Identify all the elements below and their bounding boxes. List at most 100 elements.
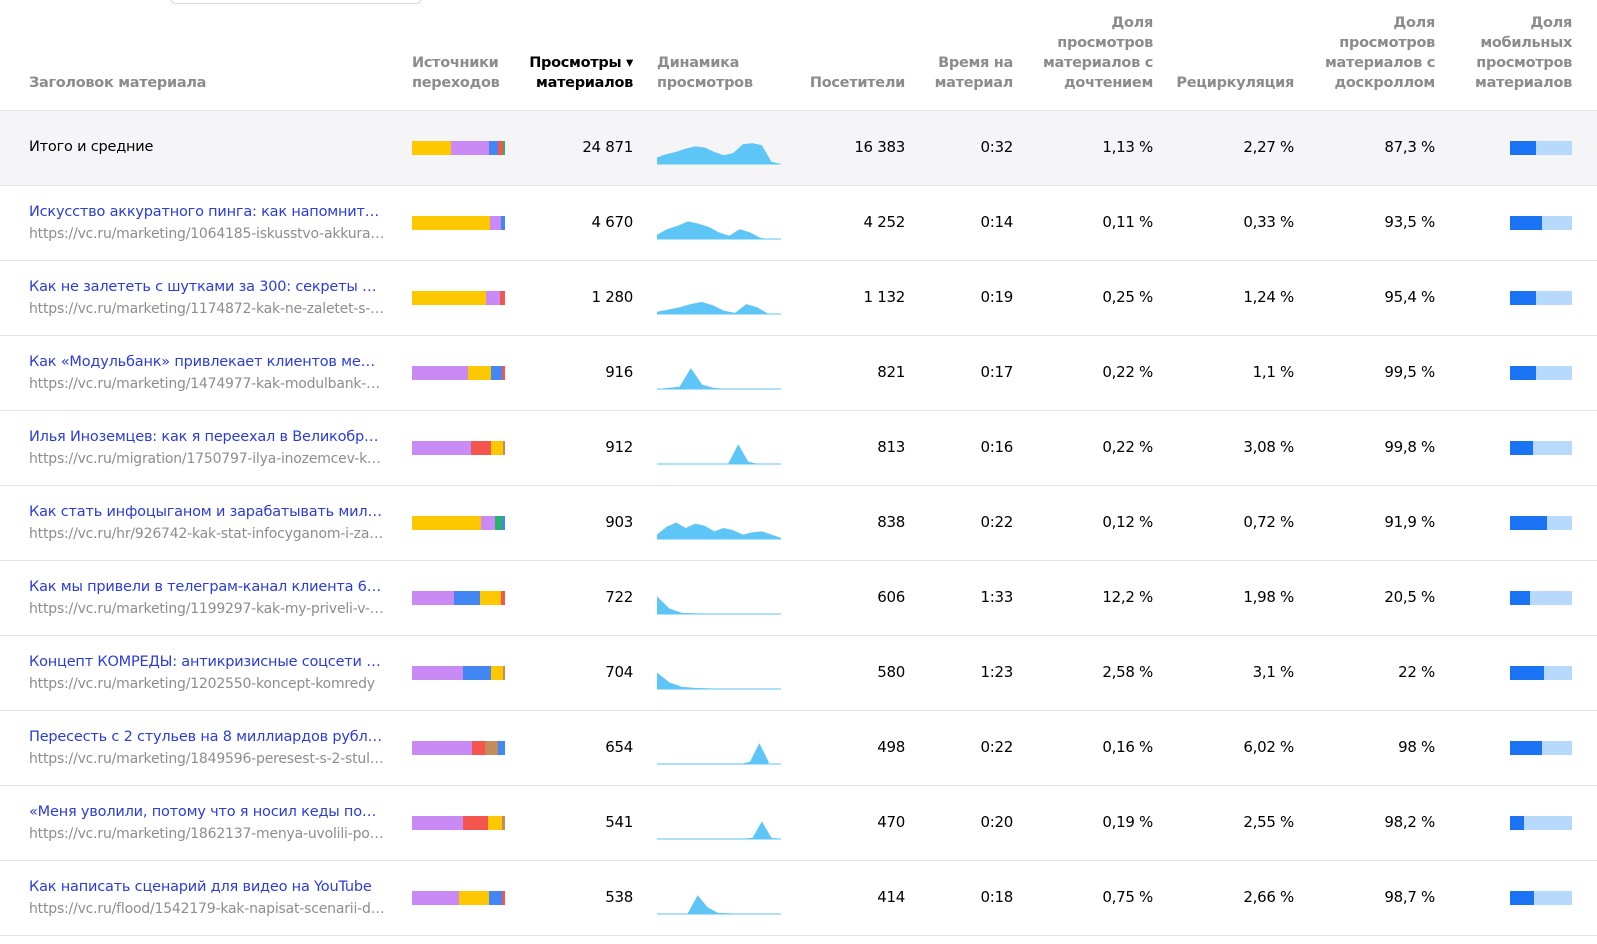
sources-segment-yellow xyxy=(458,891,490,905)
col-scroll-share[interactable]: Доля просмотров материалов с доскроллом xyxy=(1325,13,1435,93)
material-url[interactable]: https://vc.ru/marketing/1862137-menya-uv… xyxy=(29,826,385,842)
material-title-link[interactable]: Как мы привели в телеграм-канал клиента … xyxy=(29,579,385,595)
material-title-link[interactable]: Как написать сценарий для видео на YouTu… xyxy=(29,879,372,895)
sources-segment-blue xyxy=(489,891,503,905)
material-url[interactable]: https://vc.ru/hr/926742-kak-stat-infocyg… xyxy=(29,526,385,542)
col-read-share[interactable]: Доля просмотров материалов с дочтением xyxy=(1043,13,1153,93)
sparkline-area xyxy=(657,368,781,389)
material-title-link[interactable]: Илья Иноземцев: как я переехал в Великоб… xyxy=(29,429,385,445)
col-recirc[interactable]: Рециркуляция xyxy=(1176,73,1294,93)
sources-bar xyxy=(412,216,505,230)
visitors-value: 821 xyxy=(877,363,905,381)
sources-segment-purple xyxy=(412,741,473,755)
scroll-share-value: 22 % xyxy=(1398,663,1435,681)
material-title-link[interactable]: Как «Модульбанк» привлекает клиентов мем… xyxy=(29,354,385,370)
col-dynamics[interactable]: Динамика просмотров xyxy=(657,53,753,93)
views-value: 916 xyxy=(605,363,633,381)
read-share-value: 1,13 % xyxy=(1102,138,1153,156)
material-title-link[interactable]: Как стать инфоцыганом и зарабатывать мил… xyxy=(29,504,385,520)
col-scroll-share-line3: материалов с xyxy=(1325,55,1435,71)
col-title[interactable]: Заголовок материала xyxy=(29,73,206,93)
col-mobile-share-line4: материалов xyxy=(1475,75,1572,91)
visitors-value: 4 252 xyxy=(863,213,906,231)
material-url[interactable]: https://vc.ru/marketing/1199297-kak-my-p… xyxy=(29,601,385,617)
views-value: 24 871 xyxy=(582,138,633,156)
sources-bar xyxy=(412,591,505,605)
mobile-share-fill xyxy=(1510,441,1533,455)
material-title-link[interactable]: Искусство аккуратного пинга: как напомни… xyxy=(29,204,385,220)
material-url[interactable]: https://vc.ru/marketing/1474977-kak-modu… xyxy=(29,376,385,392)
table-row: Итого и средние 24 871 16 383 0:32 1,13 … xyxy=(0,111,1597,186)
sources-segment-brown xyxy=(502,816,505,830)
scroll-share-value: 87,3 % xyxy=(1384,138,1435,156)
col-scroll-share-line2: просмотров xyxy=(1339,35,1435,51)
mobile-share-bar xyxy=(1510,666,1572,680)
col-views-line2: материалов xyxy=(536,75,633,91)
material-title-link[interactable]: Концепт КОМРЕДЫ: антикризисные соцсети д… xyxy=(29,654,385,670)
sparkline-area xyxy=(657,444,769,464)
sources-segment-blue xyxy=(489,141,498,155)
material-url[interactable]: https://vc.ru/marketing/1849596-peresest… xyxy=(29,751,385,767)
views-value: 538 xyxy=(605,888,633,906)
mobile-share-bar xyxy=(1510,216,1572,230)
views-sparkline xyxy=(657,444,781,465)
col-views-line1: Просмотры ▾ xyxy=(529,55,633,71)
mobile-share-fill xyxy=(1510,741,1543,755)
col-mobile-share[interactable]: Доля мобильных просмотров материалов xyxy=(1475,13,1572,93)
col-time[interactable]: Время на материал xyxy=(935,53,1014,93)
views-sparkline xyxy=(657,895,781,915)
material-url[interactable]: https://vc.ru/marketing/1174872-kak-ne-z… xyxy=(29,301,385,317)
sources-segment-purple xyxy=(412,366,468,380)
material-title-link[interactable]: Пересесть с 2 стульев на 8 миллиардов ру… xyxy=(29,729,385,745)
col-sources-line2: переходов xyxy=(412,75,500,91)
col-scroll-share-line1: Доля xyxy=(1393,15,1435,31)
recirc-value: 2,66 % xyxy=(1243,888,1294,906)
mobile-share-bar xyxy=(1510,141,1572,155)
material-url[interactable]: https://vc.ru/marketing/1064185-iskusstv… xyxy=(29,226,385,242)
views-value: 654 xyxy=(605,738,633,756)
material-url[interactable]: https://vc.ru/migration/1750797-ilya-ino… xyxy=(29,451,385,467)
mobile-share-bar xyxy=(1510,291,1572,305)
scroll-share-value: 20,5 % xyxy=(1384,588,1435,606)
sparkline-area xyxy=(657,301,769,314)
visitors-value: 16 383 xyxy=(854,138,905,156)
views-value: 4 670 xyxy=(591,213,634,231)
sparkline-area xyxy=(657,596,769,614)
material-url[interactable]: https://vc.ru/marketing/1202550-koncept-… xyxy=(29,676,375,692)
mobile-share-bar xyxy=(1510,741,1572,755)
col-read-share-line2: просмотров xyxy=(1057,35,1153,51)
sparkline-area xyxy=(657,672,781,689)
sources-bar xyxy=(412,666,505,680)
sparkline-area xyxy=(657,821,781,839)
sources-segment-red xyxy=(472,741,485,755)
sources-segment-blue xyxy=(498,741,505,755)
sources-segment-red xyxy=(502,366,505,380)
read-share-value: 0,12 % xyxy=(1102,513,1153,531)
views-value: 704 xyxy=(605,663,633,681)
material-title-link[interactable]: Итого и средние xyxy=(29,139,154,155)
time-value: 0:19 xyxy=(980,288,1014,306)
col-visitors-label: Посетители xyxy=(809,75,905,91)
col-views[interactable]: Просмотры ▾ материалов xyxy=(529,53,633,93)
material-title-link[interactable]: «Меня уволили, потому что я носил кеды п… xyxy=(29,804,385,820)
table-row: Как мы привели в телеграм-канал клиента … xyxy=(0,561,1597,636)
sources-segment-yellow xyxy=(491,666,504,680)
sources-segment-green xyxy=(494,516,503,530)
visitors-value: 606 xyxy=(877,588,905,606)
views-sparkline xyxy=(657,221,781,240)
table-row: Как написать сценарий для видео на YouTu… xyxy=(0,861,1597,936)
material-url[interactable]: https://vc.ru/flood/1542179-kak-napisat-… xyxy=(29,901,385,917)
time-value: 0:18 xyxy=(980,888,1014,906)
table-header: Заголовок материала Источники переходов … xyxy=(0,0,1597,111)
sources-bar xyxy=(412,816,505,830)
visitors-value: 838 xyxy=(877,513,905,531)
sources-segment-red xyxy=(500,291,505,305)
col-visitors[interactable]: Посетители xyxy=(810,73,905,93)
sources-segment-purple xyxy=(486,291,501,305)
sources-segment-red xyxy=(470,441,492,455)
col-sources[interactable]: Источники переходов xyxy=(412,53,500,93)
read-share-value: 0,25 % xyxy=(1102,288,1153,306)
col-title-label: Заголовок материала xyxy=(29,75,207,91)
time-value: 0:22 xyxy=(980,738,1014,756)
material-title-link[interactable]: Как не залететь с шутками за 300: секрет… xyxy=(29,279,385,295)
